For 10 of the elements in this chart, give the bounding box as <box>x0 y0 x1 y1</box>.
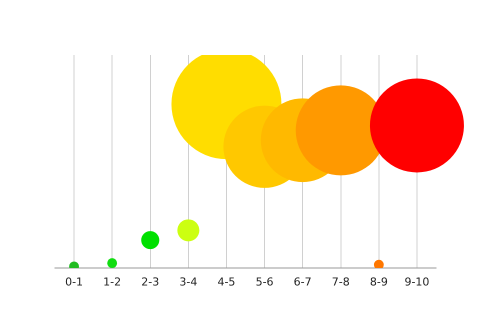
x-tick-label: 2-3 <box>141 275 160 288</box>
x-tick-label: 7-8 <box>332 275 350 288</box>
x-tick-label: 1-2 <box>103 275 122 288</box>
x-tick-label: 0-1 <box>65 275 84 288</box>
x-tick-label: 5-6 <box>256 275 274 288</box>
x-tick-label: 3-4 <box>179 275 198 288</box>
x-tick-label: 6-7 <box>294 275 312 288</box>
x-tick-label: 4-5 <box>217 275 236 288</box>
x-tick-label: 9-10 <box>404 275 430 288</box>
x-tick-label: 8-9 <box>370 275 388 288</box>
